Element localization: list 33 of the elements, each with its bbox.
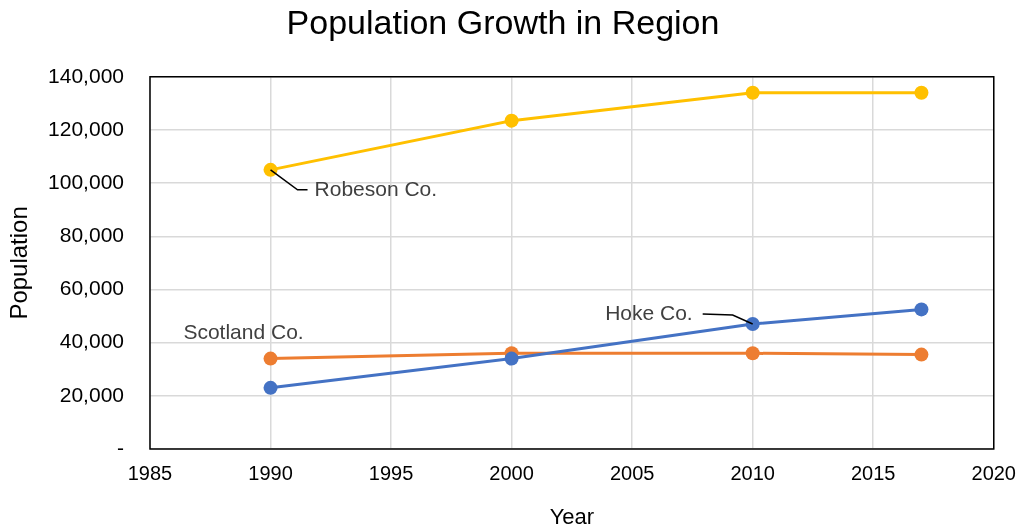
y-tick-label: 80,000 <box>59 223 124 247</box>
x-tick-label: 1985 <box>127 461 173 484</box>
x-tick-label: 1990 <box>248 461 293 484</box>
y-tick-label: 40,000 <box>59 329 124 353</box>
point <box>263 351 278 366</box>
y-tick-label: 120,000 <box>48 116 124 140</box>
x-tick-label: 1995 <box>368 461 414 484</box>
x-tick-label: 2015 <box>850 461 896 484</box>
y-tick-label: - <box>117 435 124 459</box>
y-axis-title: Population <box>5 206 33 320</box>
x-tick-label: 2000 <box>489 461 534 484</box>
series-label: Scotland Co. <box>183 320 304 344</box>
point <box>263 380 278 395</box>
point <box>745 346 760 361</box>
point <box>745 85 760 100</box>
x-tick-label: 2010 <box>730 461 775 484</box>
x-axis-title: Year <box>549 503 595 529</box>
series-label: Hoke Co. <box>605 300 693 324</box>
chart-title: Population Growth in Region <box>286 2 720 41</box>
y-tick-label: 100,000 <box>48 169 124 193</box>
point <box>914 302 929 317</box>
x-tick-label: 2005 <box>609 461 655 484</box>
y-tick-label: 20,000 <box>59 382 124 406</box>
point <box>263 162 278 177</box>
point <box>745 317 760 332</box>
x-tick-label: 2020 <box>971 461 1016 484</box>
point <box>504 113 519 128</box>
y-tick-label: 140,000 <box>48 63 124 87</box>
y-tick-label: 60,000 <box>59 276 124 300</box>
series-label: Robeson Co. <box>314 176 438 200</box>
point <box>504 351 519 366</box>
point <box>914 85 929 100</box>
point <box>914 347 929 362</box>
